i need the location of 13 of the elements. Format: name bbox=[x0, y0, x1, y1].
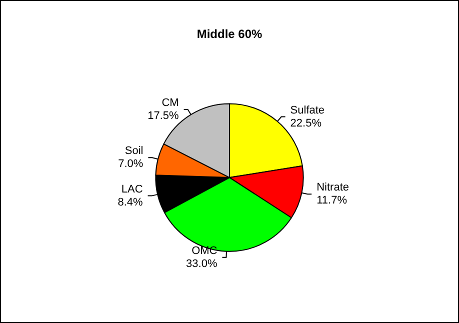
data-label: 11.7% bbox=[316, 194, 348, 207]
slice-label: CM bbox=[162, 96, 179, 109]
slice-label: OMC bbox=[192, 244, 218, 257]
data-label: 17.5% bbox=[148, 110, 180, 122]
data-label: 7.0% bbox=[118, 158, 144, 170]
data-label: 33.0% bbox=[186, 258, 218, 270]
slice-label: Sulfate bbox=[290, 104, 325, 116]
data-label: 8.4% bbox=[118, 196, 143, 208]
data-label: 22.5% bbox=[290, 117, 322, 130]
slice-label: Nitrate bbox=[316, 182, 350, 194]
slice-label: Soil bbox=[124, 145, 144, 158]
chart-title: Middle 60% bbox=[196, 27, 262, 41]
slice-label: LAC bbox=[121, 183, 143, 196]
